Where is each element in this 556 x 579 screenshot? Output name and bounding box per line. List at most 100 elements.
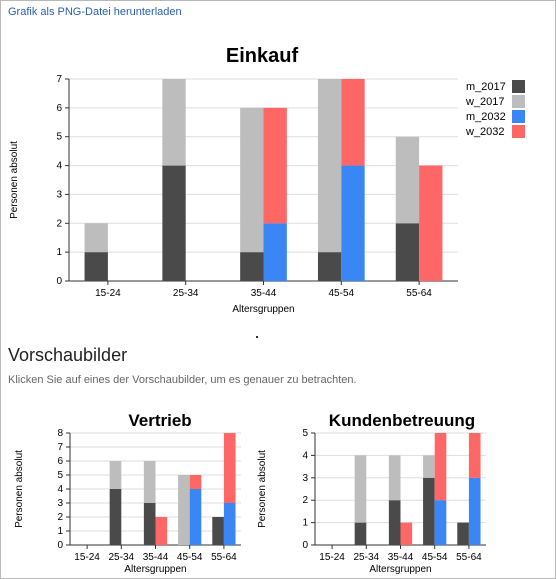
thumbnail-chart-kundenbetreuung[interactable]: Kundenbetreuung 0 1 2 3 4 5 15-24 25-34 35-44 45-5… [257, 400, 556, 578]
bar-w-2032 [223, 433, 236, 503]
y-tick-label: 0 [302, 540, 308, 551]
x-axis-label: Altersgruppen [124, 564, 186, 575]
y-tick-label: 4 [56, 161, 62, 172]
bar-w-2032 [155, 517, 168, 545]
main-chart-einkauf: Einkauf 0 1 2 3 4 5 6 7 15-24 25-34 35-44 45-54 55-64… [9, 45, 525, 315]
bar-w-2032 [341, 79, 365, 166]
bar-w-2017 [240, 107, 264, 253]
bar-m-2032 [223, 503, 236, 545]
bar-m-2017 [457, 522, 469, 545]
y-tick-label: 2 [56, 218, 62, 229]
x-tick-label: 55-64 [211, 552, 237, 563]
bar-m-2017 [423, 477, 435, 545]
legend-swatch [512, 110, 525, 123]
x-tick-label: 35-44 [251, 288, 277, 299]
y-tick-label: 7 [56, 74, 62, 85]
bar-w-2032 [400, 522, 413, 545]
x-tick-label: 15-24 [319, 552, 345, 563]
bar-m-2017 [388, 500, 401, 545]
y-tick-label: 1 [56, 247, 62, 258]
y-tick-label: 2 [302, 495, 308, 506]
bar-w-2017 [178, 475, 190, 545]
x-tick-label: 15-24 [95, 288, 121, 299]
y-tick-label: 3 [56, 189, 62, 200]
bar-w-2017 [354, 455, 367, 523]
bar-m-2032 [434, 500, 447, 545]
y-axis-label: Personen absolut [257, 450, 268, 528]
legend-swatch [512, 95, 525, 108]
y-tick-label: 7 [57, 442, 63, 453]
y-tick-label: 0 [57, 540, 63, 551]
chart-title: Kundenbetreuung [329, 411, 475, 430]
bar-m-2017 [143, 503, 156, 545]
y-axis-label: Personen absolut [14, 450, 25, 528]
y-tick-label: 5 [56, 132, 62, 143]
x-tick-label: 45-54 [177, 552, 203, 563]
chart-title: Einkauf [226, 45, 299, 67]
bar-m-2017 [212, 517, 224, 545]
bar-w-2017 [162, 79, 186, 166]
x-axis-label: Altersgruppen [232, 304, 294, 315]
y-tick-label: 5 [57, 470, 63, 481]
bar-m-2032 [468, 477, 481, 545]
bar-m-2017 [240, 252, 264, 281]
bar-w-2017 [317, 79, 342, 253]
legend-swatch [512, 80, 525, 93]
legend-label: w_2032 [465, 126, 505, 138]
legend-swatch [512, 125, 525, 138]
bar-m-2032 [341, 165, 365, 281]
x-tick-label: 25-34 [109, 552, 135, 563]
y-tick-label: 6 [57, 456, 63, 467]
bar-w-2017 [423, 455, 435, 478]
x-tick-label: 15-24 [74, 552, 100, 563]
x-tick-label: 25-34 [173, 288, 199, 299]
y-tick-label: 8 [57, 428, 63, 439]
chart-title: Vertrieb [128, 411, 191, 430]
bar-m-2032 [189, 489, 202, 545]
bar-w-2017 [395, 136, 420, 224]
y-tick-label: 4 [57, 484, 63, 495]
bar-w-2032 [419, 165, 443, 281]
bar-m-2017 [317, 252, 342, 281]
y-tick-label: 2 [57, 512, 63, 523]
y-tick-label: 3 [57, 498, 63, 509]
bar-m-2017 [354, 522, 367, 545]
bar-m-2017 [84, 252, 108, 281]
bar-w-2017 [388, 455, 401, 501]
bar-w-2032 [468, 433, 481, 478]
y-tick-label: 1 [302, 518, 308, 529]
x-tick-label: 55-64 [456, 552, 482, 563]
y-tick-label: 3 [302, 473, 308, 484]
legend-label: w_2017 [465, 96, 505, 108]
bar-m-2017 [162, 165, 186, 281]
bar-m-2017 [109, 489, 122, 545]
bar-w-2032 [189, 475, 202, 489]
x-tick-label: 55-64 [406, 288, 432, 299]
section-title: Vorschaubilder [8, 345, 128, 365]
legend-label: m_2032 [466, 111, 506, 123]
divider-dot [256, 336, 258, 338]
bar-w-2032 [434, 433, 447, 501]
thumbnail-chart-vertrieb[interactable]: Vertrieb 0 1 2 3 4 5 6 7 8 15-24 25-34 35-44 45-54 55-… [0, 400, 278, 578]
y-tick-label: 0 [56, 276, 62, 287]
bar-m-2032 [263, 223, 287, 281]
legend-label: m_2017 [466, 81, 506, 93]
bar-w-2017 [84, 223, 108, 253]
x-tick-label: 35-44 [388, 552, 414, 563]
bar-w-2032 [263, 107, 287, 224]
x-axis-label: Altersgruppen [369, 564, 431, 575]
x-tick-label: 45-54 [329, 288, 355, 299]
y-tick-label: 5 [302, 428, 308, 439]
y-tick-label: 6 [56, 103, 62, 114]
bar-w-2017 [109, 461, 122, 489]
x-tick-label: 35-44 [143, 552, 169, 563]
download-png-link[interactable]: Grafik als PNG-Datei herunterladen [8, 6, 182, 18]
x-tick-label: 45-54 [422, 552, 448, 563]
bar-w-2017 [143, 461, 156, 503]
y-tick-label: 4 [302, 450, 308, 461]
bar-m-2017 [395, 223, 420, 281]
y-tick-label: 1 [57, 526, 63, 537]
section-hint: Klicken Sie auf eines der Vorschaubilder… [8, 374, 357, 386]
x-tick-label: 25-34 [354, 552, 380, 563]
y-axis-label: Personen absolut [9, 141, 20, 219]
